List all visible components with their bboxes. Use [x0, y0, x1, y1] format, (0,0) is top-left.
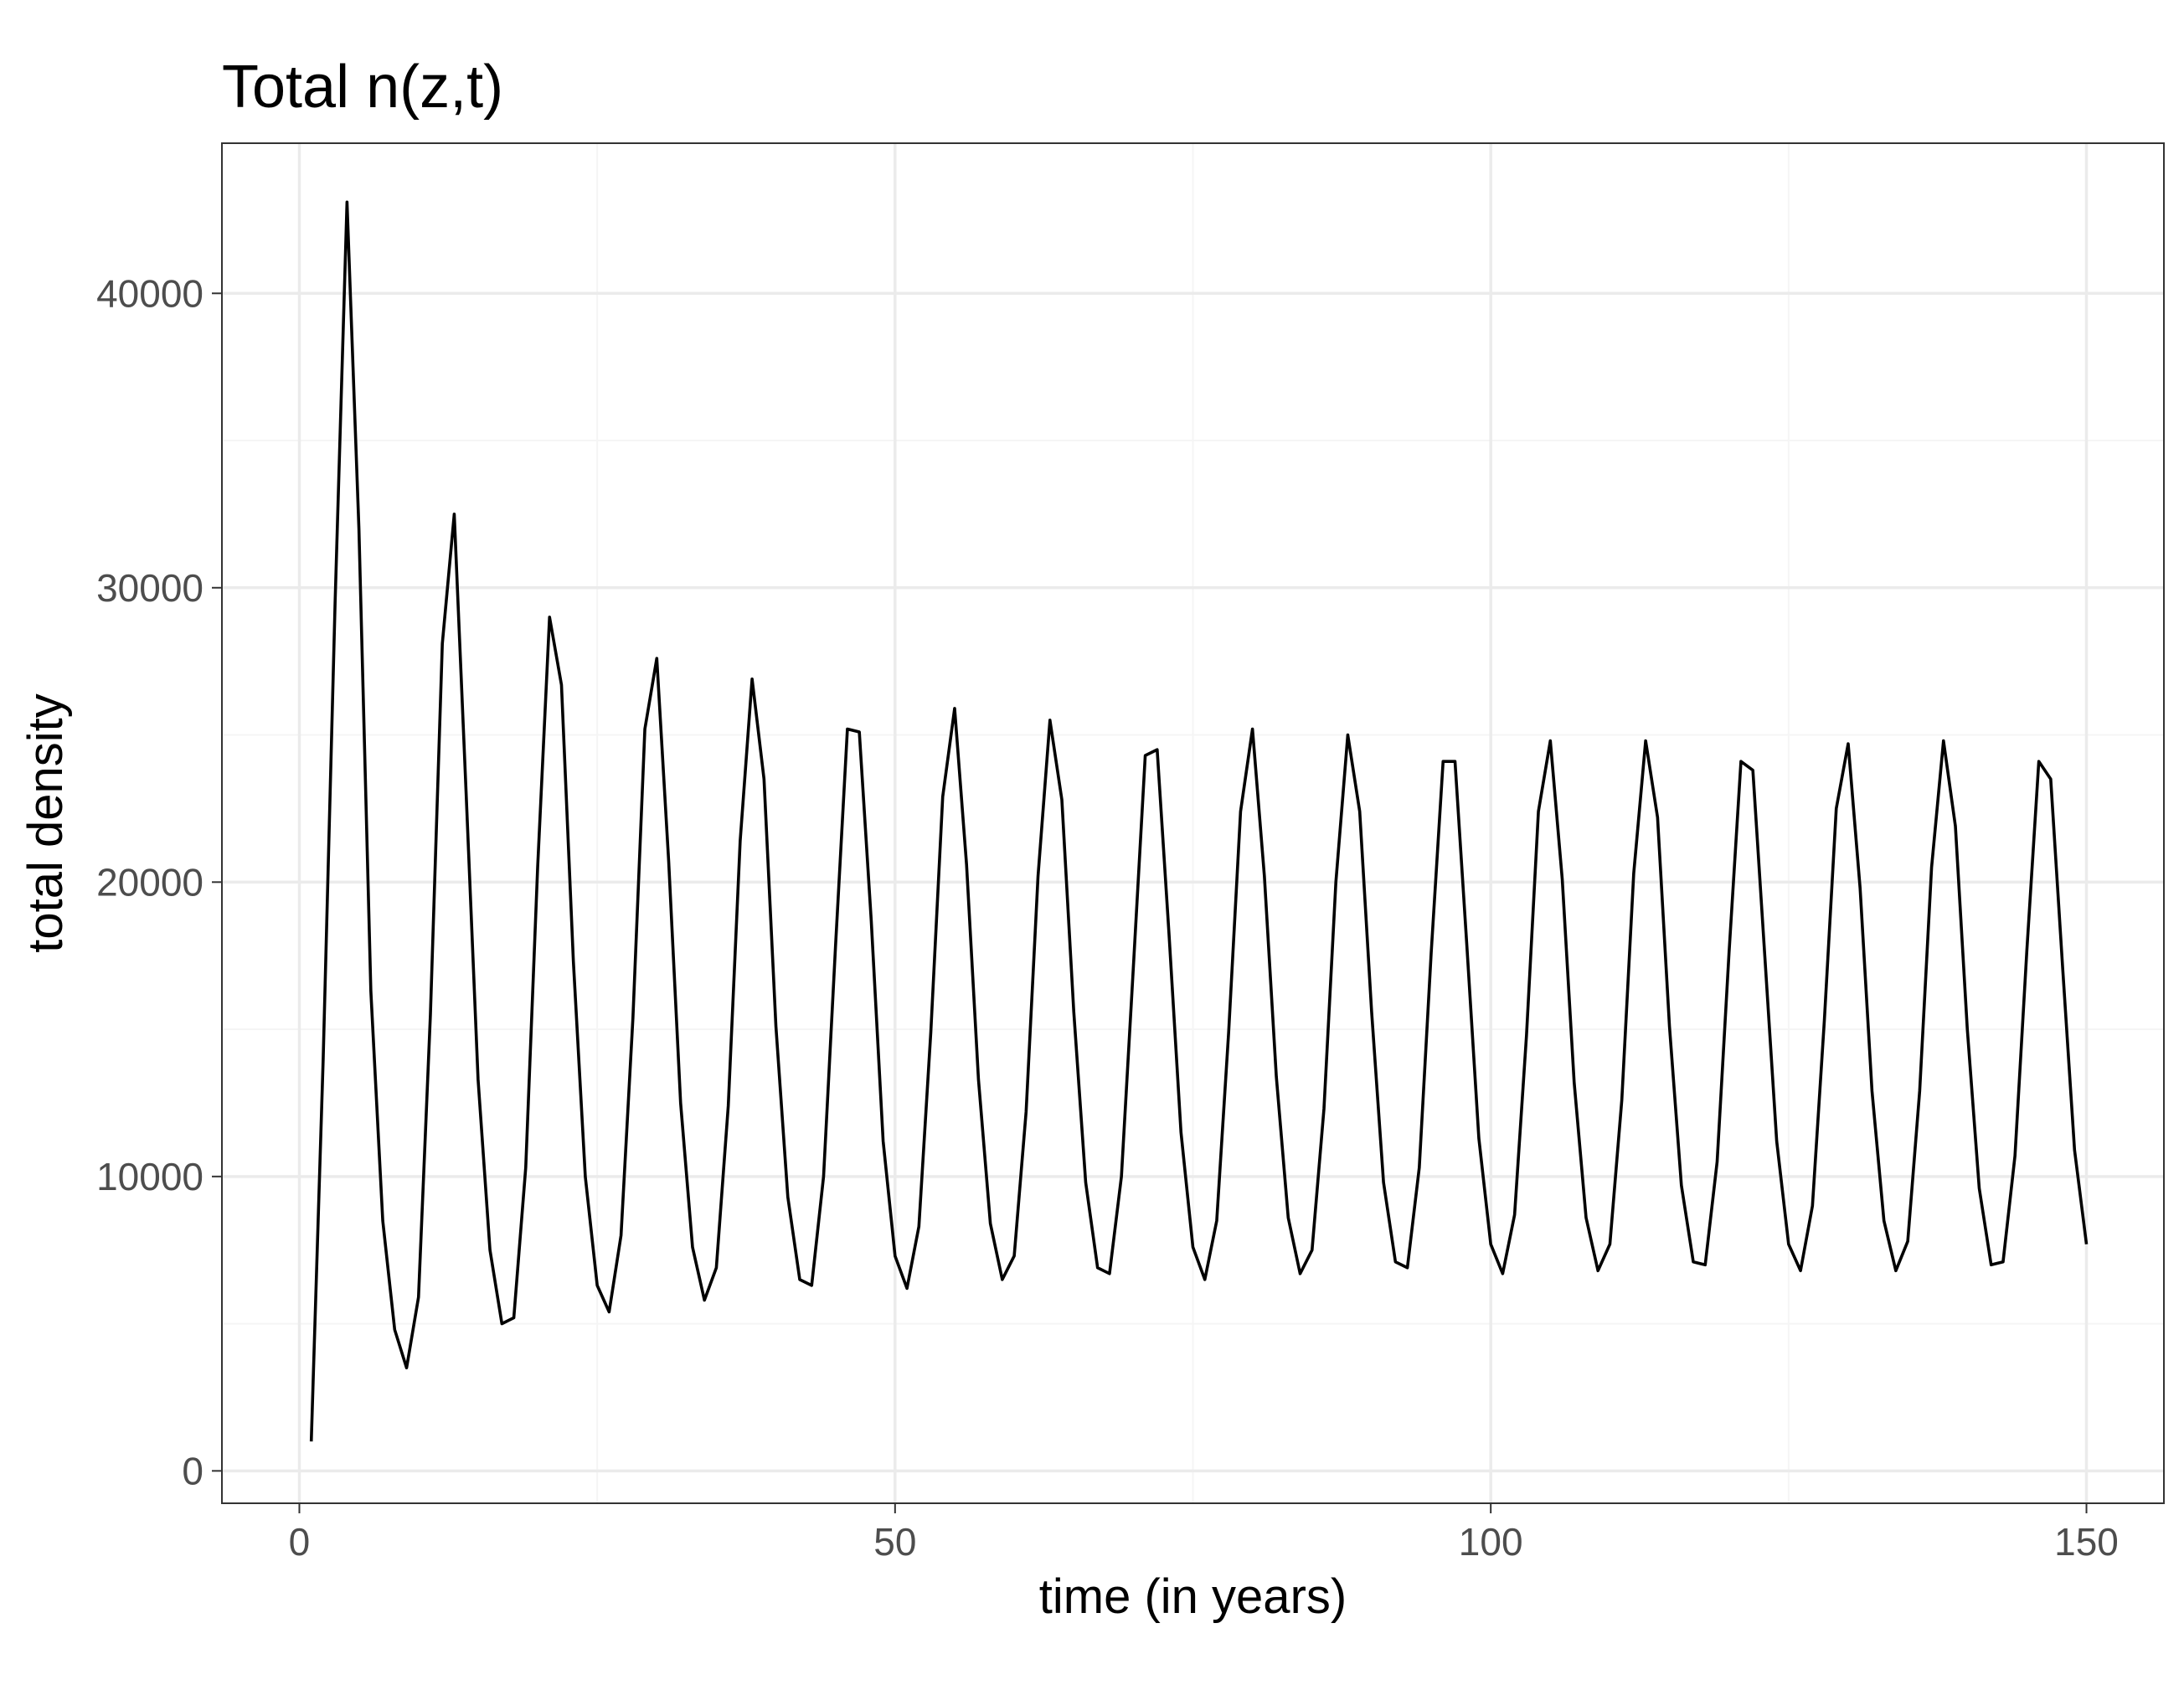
y-tick-label: 20000: [96, 860, 203, 904]
x-axis-title: time (in years): [1039, 1569, 1347, 1624]
y-axis: 0 10000 20000 30000 40000: [96, 271, 222, 1492]
series-line-total-density: [309, 200, 2089, 1442]
y-tick-label: 40000: [96, 271, 203, 315]
grid-minor-lines: [222, 143, 2164, 1503]
y-tick-label: 10000: [96, 1155, 203, 1198]
x-tick-label: 150: [2054, 1520, 2119, 1564]
y-tick-label: 0: [182, 1449, 203, 1492]
panel-border: [221, 142, 2165, 1504]
grid-major-lines: [222, 143, 2164, 1503]
x-tick-label: 100: [1459, 1520, 1523, 1564]
chart-title: Total n(z,t): [222, 54, 503, 121]
x-tick-label: 50: [873, 1520, 916, 1564]
plot-panel: [221, 142, 2165, 1504]
x-tick-label: 0: [289, 1520, 311, 1564]
y-axis-title: total density: [18, 693, 73, 953]
x-axis: 0 50 100 150: [289, 1503, 2119, 1564]
y-tick-label: 30000: [96, 566, 203, 610]
